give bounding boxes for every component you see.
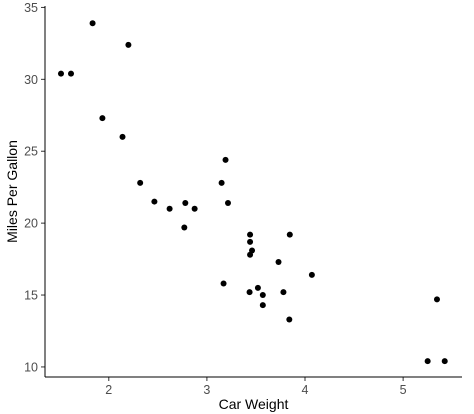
y-axis-ticks: 10 15 20 25 30 35 xyxy=(24,1,45,374)
data-point xyxy=(191,205,198,212)
y-tick-label: 25 xyxy=(24,145,38,159)
data-point xyxy=(247,238,254,245)
y-tick-label: 15 xyxy=(24,289,38,303)
data-point xyxy=(220,280,227,287)
data-point xyxy=(166,205,173,212)
x-tick-label: 4 xyxy=(302,383,309,397)
data-point xyxy=(254,284,261,291)
data-point xyxy=(280,289,287,296)
data-point xyxy=(224,200,231,207)
y-tick-label: 30 xyxy=(24,73,38,87)
data-point xyxy=(89,20,96,27)
data-point xyxy=(246,289,253,296)
data-point xyxy=(247,231,254,238)
data-point xyxy=(424,358,431,365)
y-tick-label: 10 xyxy=(24,360,38,374)
data-point xyxy=(182,200,189,207)
data-point xyxy=(308,271,315,278)
data-point xyxy=(99,115,106,122)
y-axis-title: Miles Per Gallon xyxy=(4,140,20,243)
data-points xyxy=(57,20,448,365)
x-tick-label: 2 xyxy=(105,383,112,397)
data-point xyxy=(441,358,448,365)
data-point xyxy=(218,179,225,186)
x-axis-ticks: 2 3 4 5 xyxy=(105,377,407,397)
data-point xyxy=(57,70,64,77)
y-tick-label: 20 xyxy=(24,217,38,231)
y-tick-label: 35 xyxy=(24,1,38,15)
x-tick-label: 3 xyxy=(203,383,210,397)
x-tick-label: 5 xyxy=(400,383,407,397)
data-point xyxy=(125,41,132,48)
data-point xyxy=(68,70,75,77)
data-point xyxy=(275,258,282,265)
data-point xyxy=(151,198,158,205)
data-point xyxy=(286,231,293,238)
data-point xyxy=(181,224,188,231)
data-point xyxy=(247,251,254,258)
data-point xyxy=(286,316,293,323)
data-point xyxy=(119,133,126,140)
data-point xyxy=(222,156,229,163)
data-point xyxy=(259,292,266,299)
data-point xyxy=(137,179,144,186)
x-axis-title: Car Weight xyxy=(219,396,289,412)
data-point xyxy=(259,302,266,309)
data-point xyxy=(433,296,440,303)
